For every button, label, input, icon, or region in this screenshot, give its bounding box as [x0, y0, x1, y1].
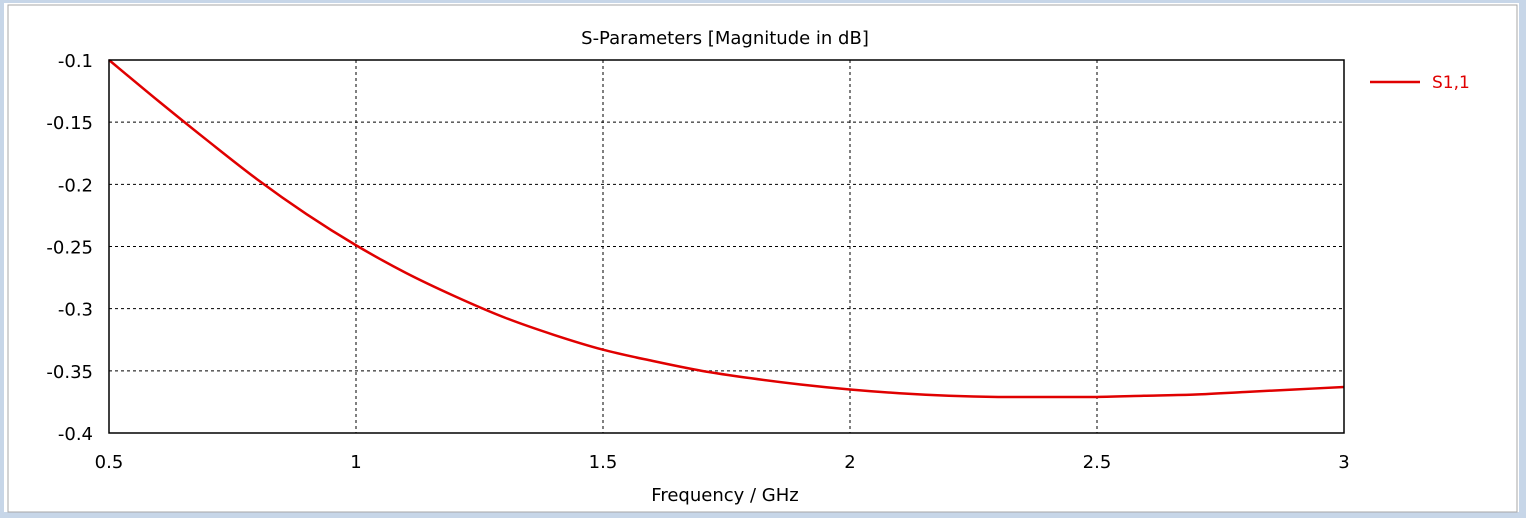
chart-canvas — [7, 4, 1518, 513]
tick-labels: 0.5 1 1.5 2 2.5 3 -0.1 -0.15 -0.2 -0.25 -0.3 -0.35 -… — [46, 51, 1349, 473]
chart-title: S-Parameters [Magnitude in dB] — [581, 28, 869, 49]
legend-label-s11: S1,1 — [1432, 73, 1470, 93]
legend: S1,1 — [1370, 73, 1470, 93]
series-line-s11 — [108, 59, 1345, 399]
y-tick-label: -0.15 — [46, 113, 93, 134]
x-axis-label: Frequency / GHz — [651, 485, 798, 506]
right-window-border — [1519, 0, 1526, 518]
top-window-border — [0, 0, 1526, 3]
plot-area-frame — [108, 59, 1345, 434]
x-tick-label: 2.5 — [1083, 452, 1112, 473]
x-tick-label: 3 — [1338, 452, 1349, 473]
y-tick-label: -0.1 — [58, 51, 93, 72]
y-tick-label: -0.35 — [46, 362, 93, 383]
x-tick-label: 1.5 — [589, 452, 618, 473]
y-tick-label: -0.3 — [58, 300, 93, 321]
y-tick-label: -0.4 — [58, 424, 93, 445]
series-layer — [108, 59, 1345, 399]
y-tick-label: -0.25 — [46, 238, 93, 259]
x-tick-label: 1 — [350, 452, 361, 473]
left-window-border — [0, 0, 4, 518]
x-tick-label: 0.5 — [95, 452, 124, 473]
grid-lines — [109, 60, 1344, 433]
y-tick-label: -0.2 — [58, 175, 93, 196]
x-tick-label: 2 — [844, 452, 855, 473]
bottom-window-border — [0, 512, 1526, 518]
